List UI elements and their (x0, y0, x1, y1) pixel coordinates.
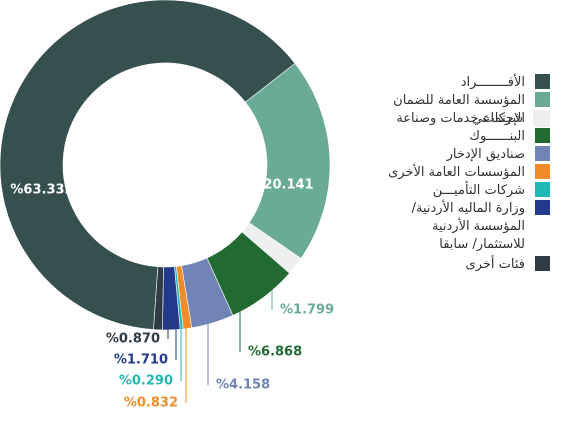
legend-item: شركات خدمات وصناعة (396, 110, 550, 128)
legend-swatch (535, 92, 550, 107)
value-label: %0.290 (119, 374, 173, 389)
value-label: %0.870 (106, 332, 160, 347)
legend-item: الأفــــــــراد (461, 74, 550, 92)
legend-swatch (535, 182, 550, 197)
legend-label: الأفــــــــراد (460, 75, 525, 90)
legend-swatch (535, 256, 550, 271)
legend-swatch (535, 128, 550, 143)
value-label: %6.868 (248, 345, 302, 360)
value-label: %1.799 (280, 303, 334, 318)
legend-swatch (533, 110, 550, 127)
legend-swatch (535, 74, 550, 89)
legend-swatch (535, 146, 550, 161)
legend-label: المؤسسات العامة الأخرى (388, 165, 525, 180)
legend-label: صناديق الإدخار (446, 147, 525, 162)
legend-item: شركات التأميـــن (433, 182, 550, 200)
value-label: %0.832 (124, 396, 178, 411)
legend-swatch (535, 164, 550, 179)
legend-item: فئات أخرى (466, 256, 550, 274)
legend-item: صناديق الإدخار (447, 146, 550, 164)
legend-label: شركات خدمات وصناعة (396, 111, 523, 126)
legend-label: وزارة الماليه الأردنية/ المؤسسة الأردنية… (411, 201, 525, 252)
legend-item: البنــــــوك (469, 128, 550, 146)
chart: %63.332 %20.141 %1.799 %6.868 %4.158 %0.832 %0… (0, 0, 334, 411)
legend-item: المؤسسات العامة الأخرى (388, 164, 550, 182)
slice (153, 266, 164, 331)
legend-item: المؤسسة العامة للضمان الإجتماعي (365, 92, 550, 128)
legend-label: البنــــــوك (469, 129, 525, 144)
legend: الأفــــــــراد المؤسسة العامة للضمان الإ… (300, 0, 550, 427)
legend-label: شركات التأميـــن (432, 183, 525, 198)
legend-item: وزارة الماليه الأردنية/ المؤسسة الأردنية… (390, 200, 550, 254)
value-label: %1.710 (114, 353, 168, 368)
value-label: %20.141 (250, 178, 313, 193)
legend-label: المؤسسة العامة للضمان الإجتماعي (393, 93, 525, 126)
legend-label: فئات أخرى (465, 257, 525, 272)
slice (0, 0, 296, 330)
value-label: %63.332 (10, 183, 73, 198)
legend-swatch (535, 200, 550, 215)
value-label: %4.158 (216, 378, 270, 393)
